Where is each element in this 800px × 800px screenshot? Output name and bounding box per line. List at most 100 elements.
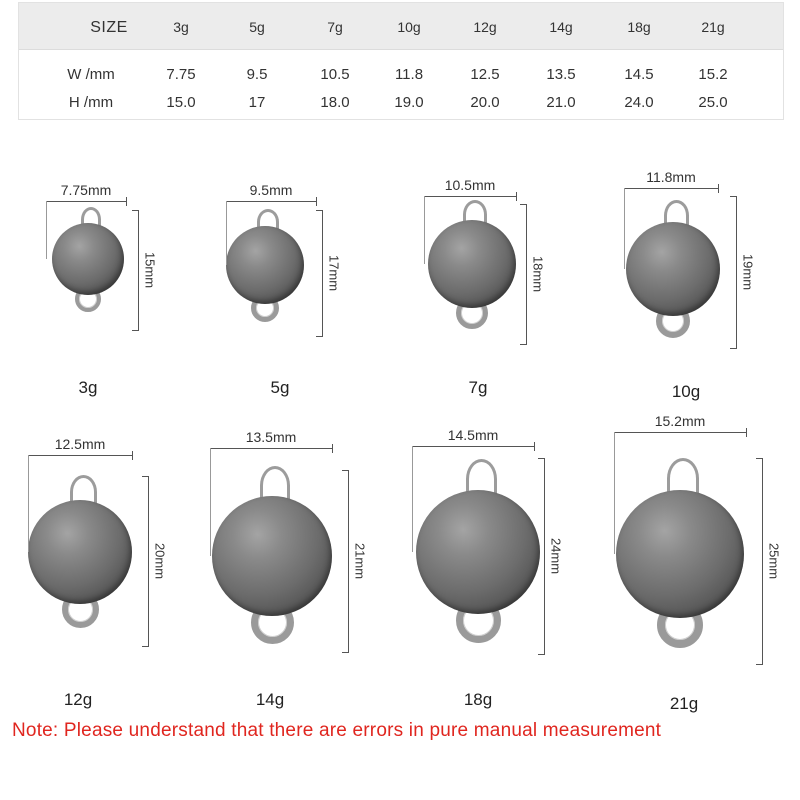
width-label: 13.5mm [245, 429, 297, 445]
height-tick [538, 458, 545, 459]
header-14g: 14g [549, 19, 573, 35]
height-label: 25mm [766, 542, 782, 580]
width-tick [226, 201, 227, 265]
sinker-ball [626, 222, 720, 316]
height-label: 20mm [152, 542, 168, 580]
height-tick [342, 652, 349, 653]
sinker-ball [28, 500, 132, 604]
sinker-ball [428, 220, 516, 308]
height-label: 17mm [326, 254, 342, 292]
height-dimension-line [348, 470, 349, 652]
width-tick [46, 201, 47, 259]
sinker-ball [616, 490, 744, 618]
height-tick [730, 348, 737, 349]
row-label-height: H /mm [68, 94, 114, 111]
width-dimension-line [210, 448, 332, 449]
header-10g: 10g [397, 19, 421, 35]
header-7g: 7g [327, 19, 343, 35]
table-cell: 24.0 [624, 94, 654, 111]
measurement-note: Note: Please understand that there are e… [12, 720, 662, 741]
height-dimension-line [736, 196, 737, 348]
table-cell: 11.8 [394, 66, 424, 83]
table-cell: 15.2 [698, 66, 728, 83]
width-dimension-line [412, 446, 534, 447]
table-cell: 20.0 [470, 94, 500, 111]
weight-label: 12g [63, 690, 93, 709]
height-dimension-line [148, 476, 149, 646]
height-dimension-line [138, 210, 139, 330]
weight-label: 14g [255, 690, 285, 709]
wire-loop-icon [69, 475, 97, 509]
wire-loop-icon [257, 209, 279, 235]
table-cell: 12.5 [470, 66, 500, 83]
height-tick [142, 476, 149, 477]
header-21g: 21g [701, 19, 725, 35]
width-dimension-line [424, 196, 516, 197]
header-3g: 3g [173, 19, 189, 35]
width-tick [534, 442, 535, 451]
height-tick [756, 664, 763, 665]
height-tick [132, 330, 139, 331]
height-tick [520, 344, 527, 345]
width-label: 12.5mm [54, 436, 106, 452]
height-tick [756, 458, 763, 459]
weight-label: 3g [78, 378, 98, 397]
height-label: 15mm [142, 251, 158, 289]
table-cell: 14.5 [624, 66, 654, 83]
table-cell: 17 [248, 94, 266, 111]
width-label: 10.5mm [444, 177, 496, 193]
weight-label: 5g [270, 378, 290, 397]
width-tick [316, 197, 317, 206]
table-cell: 19.0 [394, 94, 424, 111]
height-tick [316, 336, 323, 337]
width-tick [746, 428, 747, 437]
width-tick [332, 444, 333, 453]
table-header-row: SIZE 3g 5g 7g 10g 12g 14g 18g 21g [19, 3, 783, 50]
width-tick [718, 184, 719, 193]
width-dimension-line [28, 455, 132, 456]
width-dimension-line [46, 201, 126, 202]
table-cell: 25.0 [698, 94, 728, 111]
height-tick [132, 210, 139, 211]
height-tick [520, 204, 527, 205]
height-dimension-line [322, 210, 323, 336]
height-dimension-line [762, 458, 763, 664]
width-tick [28, 455, 29, 552]
height-label: 18mm [530, 255, 546, 293]
weight-label: 7g [468, 378, 488, 397]
width-tick [412, 446, 413, 552]
height-tick [342, 470, 349, 471]
width-tick [132, 451, 133, 460]
table-cell: 13.5 [546, 66, 576, 83]
width-dimension-line [614, 432, 746, 433]
width-tick [614, 432, 615, 554]
width-tick [126, 197, 127, 206]
table-cell: 21.0 [546, 94, 576, 111]
row-label-width: W /mm [67, 66, 115, 83]
table-cell: 15.0 [166, 94, 196, 111]
width-label: 7.75mm [60, 182, 112, 198]
height-tick [730, 196, 737, 197]
weight-label: 18g [463, 690, 493, 709]
wire-loop-icon [663, 200, 689, 231]
height-label: 24mm [548, 537, 564, 575]
width-tick [516, 192, 517, 201]
width-tick [210, 448, 211, 556]
table-cell: 10.5 [320, 66, 350, 83]
width-label: 11.8mm [646, 169, 696, 185]
sinker-ball [416, 490, 540, 614]
width-dimension-line [624, 188, 718, 189]
height-label: 21mm [352, 542, 368, 580]
width-label: 15.2mm [654, 413, 706, 429]
sinker-ball [52, 223, 124, 295]
weight-label: 10g [671, 382, 701, 401]
header-12g: 12g [473, 19, 497, 35]
height-tick [142, 646, 149, 647]
table-cell: 9.5 [246, 66, 268, 83]
header-18g: 18g [627, 19, 651, 35]
wire-loop-icon [463, 200, 487, 229]
sinker-ball [212, 496, 332, 616]
size-table: SIZE 3g 5g 7g 10g 12g 14g 18g 21g W /mm … [18, 2, 784, 120]
width-label: 14.5mm [447, 427, 499, 443]
width-tick [624, 188, 625, 269]
